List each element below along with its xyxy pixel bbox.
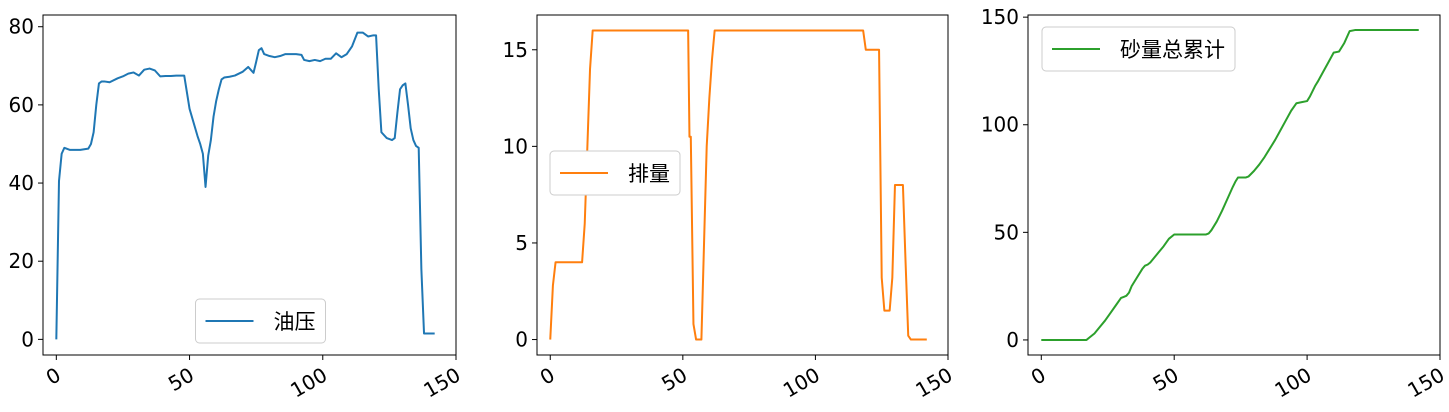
- x-tick-label: 150: [419, 363, 464, 403]
- legend: 排量: [549, 150, 681, 196]
- x-tick-label: 100: [1271, 363, 1316, 403]
- legend-label: 油压: [274, 310, 316, 334]
- x-tick-label: 100: [286, 363, 331, 403]
- y-tick-label: 0: [515, 328, 528, 352]
- x-tick-label: 150: [1403, 363, 1448, 403]
- axes-frame: [536, 14, 949, 356]
- y-tick-label: 5: [515, 231, 528, 255]
- legend-box: [549, 150, 681, 196]
- x-tick-label: 50: [657, 363, 691, 397]
- chart-1: 0 50 100 150 0 20 40 60 80 油压: [9, 14, 465, 403]
- y-tick-label: 80: [9, 15, 34, 39]
- y-tick-label: 20: [9, 249, 34, 273]
- x-tick-label: 100: [779, 363, 824, 403]
- legend-label: 排量: [628, 162, 670, 186]
- x-tick-label: 150: [911, 363, 956, 403]
- y-tick-label: 10: [503, 134, 528, 158]
- chart-3: 0 50 100 150 0 50 100 150 砂量总累计: [981, 5, 1449, 402]
- legend-box: [1041, 26, 1236, 72]
- series-line-1-1: [55, 31, 435, 340]
- x-tick-label: 50: [1149, 363, 1183, 397]
- x-tick-label: 0: [536, 363, 559, 390]
- y-tick-label: 0: [21, 327, 34, 351]
- axes-frame: [1027, 14, 1441, 356]
- x-tick-label: 50: [164, 363, 198, 397]
- y-tick-label: 15: [503, 38, 528, 62]
- legend-label: 砂量总累计: [1120, 38, 1225, 62]
- series-line-2-1: [549, 29, 927, 341]
- legend: 砂量总累计: [1041, 26, 1236, 72]
- y-tick-label: 150: [981, 5, 1019, 29]
- legend-box: [195, 298, 326, 344]
- x-tick-label: 0: [42, 363, 65, 390]
- y-tick-label: 100: [981, 113, 1019, 137]
- y-tick-label: 60: [9, 93, 34, 117]
- series-line-3-1: [1041, 29, 1419, 341]
- legend: 油压: [195, 298, 326, 344]
- chart-2: 0 50 100 150 0 5 10 15 排量: [503, 14, 957, 403]
- y-tick-label: 0: [1006, 328, 1019, 352]
- axes-frame: [42, 14, 457, 356]
- x-tick-label: 0: [1027, 363, 1050, 390]
- y-tick-label: 40: [9, 171, 34, 195]
- y-tick-label: 50: [994, 220, 1019, 244]
